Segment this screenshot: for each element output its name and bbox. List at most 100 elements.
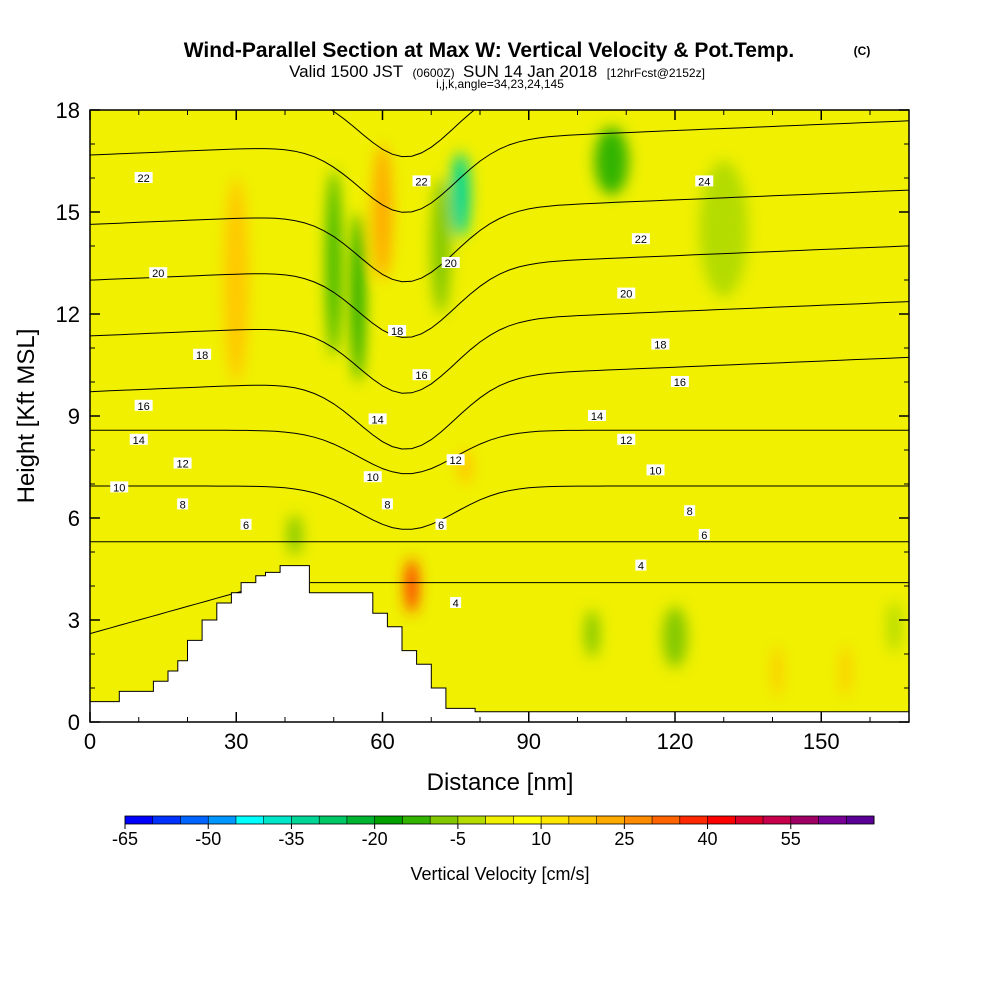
- velocity-feature-13: [840, 645, 851, 697]
- contour-label-13: 14: [129, 433, 148, 447]
- contour-label-26: 6: [435, 518, 447, 532]
- svg-text:10: 10: [367, 472, 379, 484]
- colorbar-tick-8: 55: [781, 829, 801, 849]
- contour-label-23: 8: [381, 498, 393, 511]
- y-tick-label-6: 6: [68, 506, 80, 531]
- colorbar-swatch-9: [374, 816, 403, 824]
- contour-label-0: 22: [134, 172, 153, 185]
- colorbar-swatch-18: [624, 816, 653, 824]
- y-tick-label-9: 9: [68, 404, 80, 429]
- colorbar-swatch-5: [263, 816, 292, 824]
- theta-contour-14: [90, 301, 909, 394]
- colorbar-tick-7: 40: [698, 829, 718, 849]
- contour-label-20: 10: [363, 471, 382, 484]
- velocity-feature-3: [431, 178, 451, 314]
- colorbar-tick-6: 25: [614, 829, 634, 849]
- contour-label-24: 8: [684, 505, 696, 518]
- y-tick-label-0: 0: [68, 710, 80, 735]
- x-axis: 0 30 60 90 120 150: [84, 110, 871, 754]
- colorbar-swatch-14: [513, 816, 542, 824]
- colorbar-swatch-3: [208, 816, 237, 824]
- colorbar-tick-2: -35: [278, 829, 304, 849]
- contour-label-10: 16: [134, 399, 153, 413]
- colorbar-label: Vertical Velocity [cm/s]: [410, 864, 589, 884]
- colorbar-swatch-10: [402, 816, 431, 824]
- svg-text:12: 12: [177, 459, 189, 471]
- y-axis-label: Height [Kft MSL]: [13, 329, 40, 504]
- svg-text:22: 22: [635, 234, 647, 246]
- contour-label-2: 24: [695, 175, 714, 188]
- subtitle-date: SUN 14 Jan 2018: [463, 62, 597, 81]
- theta-contour-8: [90, 485, 909, 530]
- contour-label-7: 18: [193, 348, 212, 362]
- colorbar-swatch-19: [652, 816, 681, 824]
- terrain-mask: [90, 565, 909, 722]
- svg-text:22: 22: [138, 173, 150, 185]
- velocity-feature-12: [772, 645, 783, 697]
- theta-contour-12: [90, 356, 909, 450]
- svg-text:8: 8: [687, 506, 693, 518]
- contour-label-16: 12: [173, 457, 192, 471]
- svg-text:6: 6: [243, 520, 249, 532]
- velocity-feature-6: [372, 144, 393, 280]
- colorbar-swatch-0: [125, 816, 154, 824]
- colorbar-swatch-7: [319, 816, 348, 824]
- svg-text:4: 4: [453, 598, 459, 610]
- colorbar-swatch-26: [846, 816, 875, 824]
- contour-label-17: 12: [446, 454, 465, 467]
- colorbar: -65 -50 -35 -20 -5 10 25 40 55: [112, 815, 875, 849]
- contour-label-6: 20: [617, 287, 636, 301]
- x-tick-label-120: 120: [657, 729, 694, 754]
- velocity-feature-5: [699, 161, 749, 297]
- colorbar-swatch-1: [152, 816, 181, 824]
- svg-text:4: 4: [638, 561, 644, 573]
- colorbar-swatch-16: [568, 816, 598, 824]
- svg-text:16: 16: [415, 370, 427, 382]
- svg-text:12: 12: [450, 455, 462, 467]
- y-tick-label-18: 18: [56, 98, 80, 123]
- velocity-feature-10: [584, 609, 600, 658]
- colorbar-tick-4: -5: [450, 829, 466, 849]
- x-tick-label-90: 90: [517, 729, 541, 754]
- svg-text:22: 22: [415, 176, 427, 188]
- theta-contour-16: [90, 245, 909, 338]
- y-axis: 0 3 6 9 12 15 18: [56, 98, 909, 735]
- contour-label-25: 6: [240, 518, 252, 532]
- colorbar-swatch-22: [735, 816, 764, 824]
- contour-label-4: 20: [149, 267, 168, 280]
- contour-label-29: 4: [450, 597, 462, 610]
- colorbar-swatch-11: [430, 816, 459, 824]
- svg-text:8: 8: [180, 499, 186, 511]
- svg-text:18: 18: [391, 326, 403, 338]
- theta-contour-20: [90, 120, 909, 213]
- colorbar-tick-0: -65: [112, 829, 138, 849]
- svg-text:16: 16: [674, 377, 686, 389]
- chart-subtitle-indices: i,j,k,angle=34,23,24,145: [436, 77, 564, 91]
- svg-text:14: 14: [591, 411, 603, 423]
- copyright-mark: (C): [854, 44, 871, 58]
- theta-contour-10: [90, 429, 909, 475]
- velocity-feature-2: [450, 152, 471, 238]
- colorbar-swatch-23: [763, 816, 792, 824]
- svg-text:16: 16: [138, 401, 150, 413]
- colorbar-swatch-2: [180, 816, 209, 824]
- contour-label-27: 6: [698, 529, 710, 542]
- contour-label-3: 22: [631, 233, 650, 246]
- velocity-feature-14: [887, 601, 902, 653]
- colorbar-tick-5: 10: [531, 829, 551, 849]
- colorbar-swatch-21: [707, 816, 736, 824]
- svg-text:18: 18: [196, 350, 208, 362]
- colorbar-tick-3: -20: [362, 829, 388, 849]
- svg-text:12: 12: [620, 435, 632, 447]
- colorbar-swatch-6: [291, 816, 320, 824]
- x-axis-label: Distance [nm]: [427, 769, 574, 796]
- contour-label-19: 10: [110, 481, 129, 494]
- y-tick-label-3: 3: [68, 608, 80, 633]
- velocity-feature-1: [352, 212, 365, 382]
- velocity-feature-7: [224, 178, 249, 382]
- contour-label-5: 20: [441, 257, 460, 270]
- subtitle-forecast: [12hrFcst@2152z]: [607, 66, 705, 80]
- contour-label-21: 10: [646, 464, 665, 477]
- svg-text:14: 14: [372, 414, 384, 426]
- colorbar-swatch-8: [346, 816, 376, 824]
